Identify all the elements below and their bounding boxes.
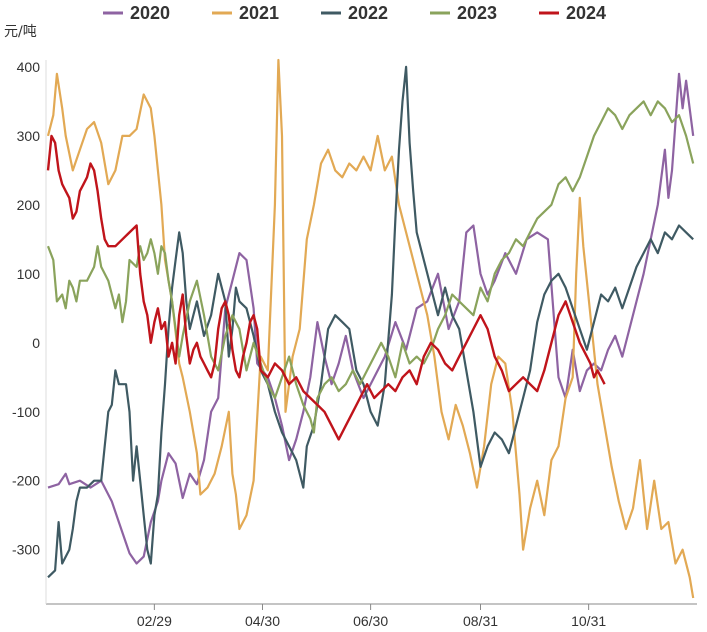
x-tick-label: 10/31 [571,613,606,629]
x-axis-ticks: 02/29 04/30 06/30 08/31 10/31 [137,604,606,629]
y-tick-label: 0 [32,335,40,351]
series-line-2023 [46,100,695,434]
legend-label-2023: 2023 [457,3,497,23]
series-line-2022 [47,65,694,579]
legend-label-2024: 2024 [566,3,606,23]
x-tick-label: 08/31 [463,613,498,629]
x-tick-label: 06/30 [353,613,388,629]
y-axis-ticks: 400 300 200 100 0 -100 -200 -300 [12,59,40,558]
y-tick-label: 100 [17,266,41,282]
y-tick-label: 400 [17,59,41,75]
legend: 2020 2021 2022 2023 2024 [103,3,606,23]
legend-label-2021: 2021 [239,3,279,23]
series-line-2021 [46,58,695,599]
x-tick-label: 02/29 [137,613,172,629]
x-tick-label: 04/30 [245,613,280,629]
series-lines [46,58,695,599]
y-tick-label: -200 [12,473,40,489]
series-line-2020 [47,72,695,565]
series-line-2024 [46,134,606,441]
legend-label-2022: 2022 [348,3,388,23]
y-tick-label: -100 [12,404,40,420]
y-axis-unit-label: 元/吨 [4,24,37,40]
y-tick-label: 300 [17,128,41,144]
legend-label-2020: 2020 [130,3,170,23]
y-tick-label: -300 [12,542,40,558]
y-tick-label: 200 [17,197,41,213]
